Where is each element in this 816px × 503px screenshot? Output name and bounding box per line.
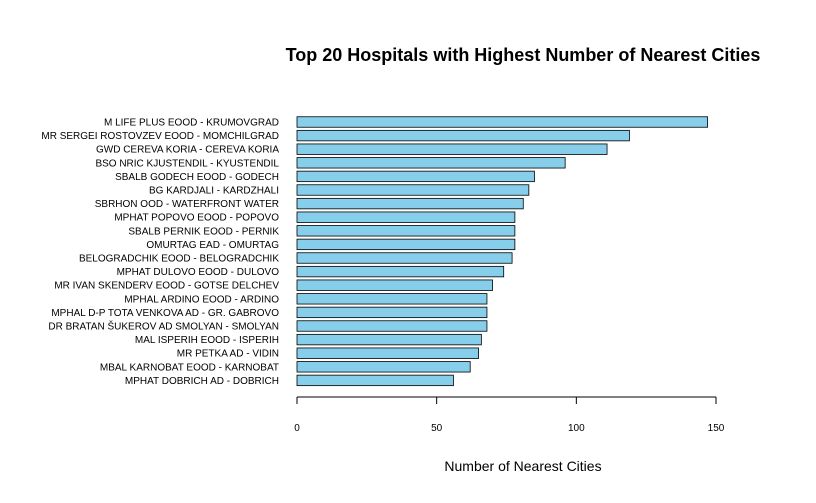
bar — [296, 361, 471, 373]
bars-group — [296, 116, 709, 387]
bar — [296, 374, 454, 387]
category-label: MR IVAN SKENDERV EOOD - GOTSE DELCHEV — [54, 281, 279, 292]
bar — [296, 347, 479, 359]
x-axis: 0 50 100 150 — [294, 396, 725, 434]
bar — [296, 211, 516, 223]
category-label: SBALB PERNIK EOOD - PERNIK — [128, 226, 279, 237]
category-label: MPHAT DOBRICH AD - DOBRICH — [125, 376, 279, 387]
category-label: SBALB GODECH EOOD - GODECH — [115, 172, 279, 183]
bar — [296, 170, 535, 183]
category-label: MR PETKA AD - VIDIN — [177, 349, 279, 360]
bar — [296, 320, 488, 332]
bar — [296, 225, 516, 237]
x-tick-label: 100 — [568, 423, 585, 434]
bar — [296, 306, 488, 319]
category-label: MPHAT DULOVO EOOD - DULOVO — [117, 267, 280, 278]
category-label: MBAL KARNOBAT EOOD - KARNOBAT — [100, 362, 279, 373]
category-label: BSO NRIC KJUSTENDIL - KYUSTENDIL — [95, 158, 279, 169]
category-label: MAL ISPERIH EOOD - ISPERIH — [135, 335, 279, 346]
bar — [296, 333, 482, 346]
category-label: BELOGRADCHIK EOOD - BELOGRADCHIK — [79, 254, 279, 265]
x-axis-label: Number of Nearest Cities — [444, 458, 601, 474]
category-label: MPHAT POPOVO EOOD - POPOVO — [114, 213, 279, 224]
category-label: SBRHON OOD - WATERFRONT WATER — [95, 199, 279, 210]
bar — [296, 293, 488, 305]
chart-title: Top 20 Hospitals with Highest Number of … — [286, 45, 761, 65]
bar — [296, 279, 493, 291]
x-tick-label: 150 — [708, 423, 725, 434]
bar — [296, 252, 513, 264]
bar — [296, 129, 630, 142]
bar — [296, 197, 524, 210]
category-label: OMURTAG EAD - OMURTAG — [146, 240, 279, 251]
category-label: MPHAL D-P TOTA VENKOVA AD - GR. GABROVO — [51, 308, 279, 319]
bar — [296, 143, 608, 155]
category-label: M LIFE PLUS EOOD - KRUMOVGRAD — [104, 118, 279, 129]
bar — [296, 157, 566, 169]
category-label: MR SERGEI ROSTOVZEV EOOD - MOMCHILGRAD — [41, 131, 279, 142]
bar — [296, 238, 516, 251]
bar — [296, 184, 530, 196]
bar — [296, 116, 709, 128]
category-label: GWD CEREVA KORIA - CEREVA KORIA — [96, 145, 279, 156]
category-labels-group: M LIFE PLUS EOOD - KRUMOVGRAD MR SERGEI R… — [41, 118, 279, 387]
x-tick-label: 50 — [431, 423, 443, 434]
bar — [296, 265, 505, 278]
category-label: BG KARDJALI - KARDZHALI — [149, 186, 279, 197]
category-label: MPHAL ARDINO EOOD - ARDINO — [124, 294, 279, 305]
category-label: DR BRATAN ŠUKEROV AD SMOLYAN - SMOLYAN — [48, 320, 279, 333]
x-tick-label: 0 — [294, 423, 300, 434]
